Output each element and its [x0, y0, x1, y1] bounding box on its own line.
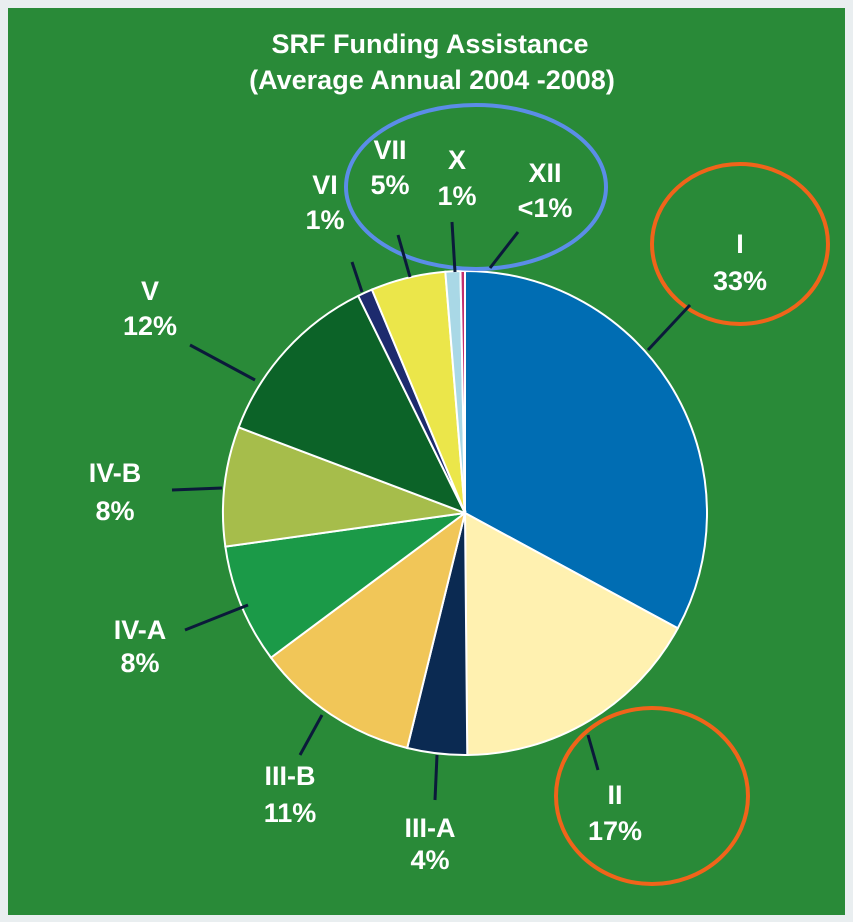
pie-slice: [464, 269, 708, 630]
slice-name: XII: [528, 158, 561, 188]
chart-subtitle: (Average Annual 2004 -2008): [249, 65, 615, 95]
pie-slice: [459, 269, 466, 514]
slice-name: IV-B: [89, 458, 142, 488]
leader-line: [586, 734, 600, 771]
slice-percent: 1%: [305, 205, 344, 235]
highlight-circle: [650, 162, 830, 326]
pie: [222, 269, 708, 756]
slice-percent: <1%: [518, 193, 573, 223]
slice-percent: 8%: [95, 496, 134, 526]
slice-name: III-A: [405, 813, 456, 843]
pie-slice: [463, 511, 680, 756]
leader-line: [298, 714, 324, 756]
slice-percent: 17%: [588, 816, 642, 846]
leader-line: [171, 486, 223, 492]
leader-line: [646, 303, 692, 352]
slice-name: V: [141, 276, 159, 306]
pie-slice: [222, 426, 466, 548]
slice-percent: 11%: [264, 798, 317, 828]
pie-slice: [237, 294, 468, 515]
pie-slice: [269, 510, 467, 750]
highlight-circle: [344, 103, 608, 271]
slice-percent: 8%: [120, 648, 159, 678]
slice-name: II: [607, 780, 622, 810]
pie-slice: [224, 512, 466, 660]
leader-line: [189, 343, 256, 382]
leader-line: [396, 234, 412, 278]
slice-name: VI: [312, 170, 338, 200]
slice-percent: 33%: [713, 266, 767, 296]
leader-line: [450, 221, 457, 273]
leader-line: [433, 754, 439, 801]
slice-name: I: [736, 229, 744, 259]
slice-name: III-B: [265, 761, 316, 791]
slice-name: IV-A: [114, 615, 167, 645]
slice-name: VII: [373, 135, 406, 165]
highlight-circle: [554, 706, 750, 886]
slice-percent: 1%: [437, 181, 476, 211]
slice-percent: 5%: [370, 170, 409, 200]
chart-title: SRF Funding Assistance: [271, 29, 588, 59]
leader-line: [350, 261, 364, 293]
slice-name: X: [448, 145, 466, 175]
slice-percent: 12%: [123, 311, 177, 341]
leader-line: [488, 231, 520, 269]
slice-percent: 4%: [410, 845, 449, 875]
leader-line: [184, 603, 249, 632]
